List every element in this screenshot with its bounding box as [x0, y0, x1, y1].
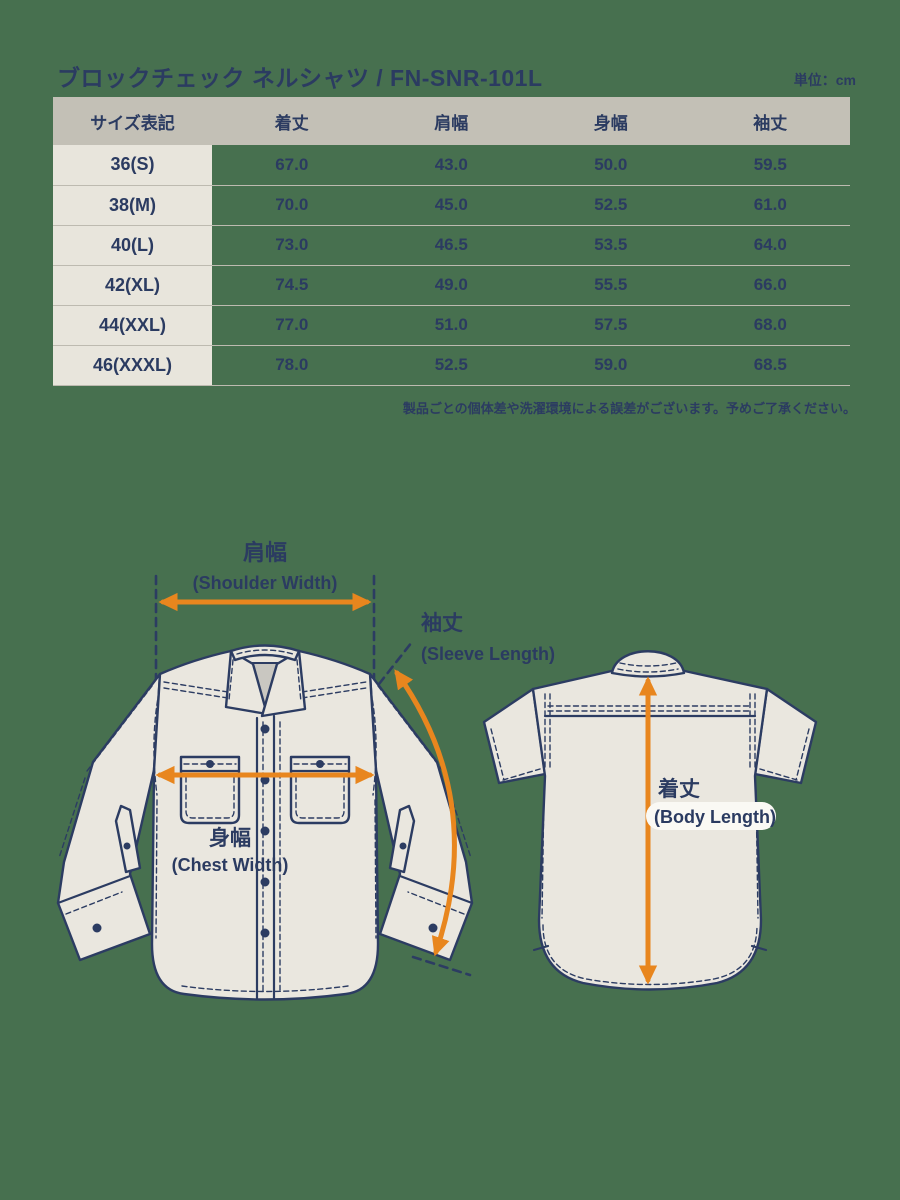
- size-label-cell: 44(XXL): [53, 305, 212, 345]
- measurement-cell: 53.5: [594, 235, 628, 254]
- measurement-cell: 55.5: [594, 275, 628, 294]
- size-label-cell: 40(L): [53, 225, 212, 265]
- chest-pocket-left: [179, 755, 241, 825]
- measurement-cell: 74.5: [275, 275, 309, 294]
- page-title: ブロックチェック ネルシャツ / FN-SNR-101L: [57, 65, 543, 92]
- measurement-cell: 46.5: [434, 235, 468, 254]
- column-header: 着丈: [212, 97, 372, 145]
- front-collar: [224, 644, 307, 718]
- column-header: 袖丈: [690, 97, 850, 145]
- unit-label: 単位：cm: [793, 72, 856, 88]
- size-label-cell: 42(XL): [53, 265, 212, 305]
- tolerance-note: 製品ごとの個体差や洗濯環境による誤差がございます。予めご了承ください。: [402, 401, 856, 416]
- measurement-cell: 51.0: [434, 315, 468, 334]
- measurement-cell: 78.0: [275, 355, 309, 374]
- column-header: 身幅: [531, 97, 691, 145]
- sleeve-length-arrow: [394, 669, 457, 957]
- size-row: 42(XL) 74.5 49.0 55.5 66.0: [53, 265, 850, 305]
- measurement-cell: 57.5: [594, 315, 628, 334]
- size-row: 46(XXXL) 78.0 52.5 59.0 68.5: [53, 345, 850, 385]
- size-row: 40(L) 73.0 46.5 53.5 64.0: [53, 225, 850, 265]
- size-row: 44(XXL) 77.0 51.0 57.5 68.0: [53, 305, 850, 345]
- measurement-cell: 49.0: [434, 275, 468, 294]
- measurement-cell: 66.0: [753, 275, 787, 294]
- column-header: 肩幅: [371, 97, 531, 145]
- measurement-cell: 45.0: [434, 195, 468, 214]
- measurement-cell: 43.0: [434, 154, 468, 174]
- measurement-diagram: 肩幅 (Shoulder Width) 袖丈 (Sleeve Length) 身…: [56, 540, 818, 1001]
- size-label-cell: 46(XXXL): [53, 345, 212, 385]
- measurement-cell: 61.0: [753, 195, 787, 214]
- shoulder-width-label-en: (Shoulder Width): [193, 573, 338, 593]
- measurement-cell: 64.0: [753, 235, 787, 254]
- back-collar: [610, 650, 686, 678]
- measurement-cell: 70.0: [275, 195, 309, 214]
- column-header: サイズ表記: [53, 97, 212, 145]
- measurement-cell: 73.0: [275, 235, 309, 254]
- size-label-cell: 38(M): [53, 185, 212, 225]
- measurement-cell: 68.5: [753, 355, 787, 374]
- measurement-cell: 59.0: [594, 355, 628, 374]
- size-table-header-row: サイズ表記 着丈 肩幅 身幅 袖丈: [53, 97, 850, 145]
- chest-pocket-right: [289, 755, 351, 825]
- measurement-cell: 50.0: [594, 154, 628, 174]
- sleeve-length-label-ja: 袖丈: [421, 611, 463, 635]
- front-shirt-illustration: [56, 644, 474, 1001]
- sleeve-length-label-en: (Sleeve Length): [421, 644, 555, 664]
- chest-width-label-ja: 身幅: [209, 826, 251, 850]
- body-length-label-pill: [646, 802, 776, 830]
- body-length-label-en: (Body Length): [654, 807, 776, 827]
- body-length-label-ja: 着丈: [657, 777, 700, 801]
- measurement-cell: 68.0: [753, 315, 787, 334]
- shoulder-width-label-ja: 肩幅: [243, 540, 287, 565]
- size-row: 38(M) 70.0 45.0 52.5 61.0: [53, 185, 850, 225]
- measurement-cell: 59.5: [753, 154, 787, 174]
- size-row: 36(S) 67.0 43.0 50.0 59.5: [53, 145, 850, 185]
- measurement-cell: 52.5: [594, 195, 628, 214]
- measurement-cell: 77.0: [275, 315, 309, 334]
- shoulder-width-guides: [154, 574, 472, 977]
- chest-width-label-en: (Chest Width): [172, 855, 289, 875]
- measurement-cell: 67.0: [275, 154, 309, 174]
- size-table: サイズ表記 着丈 肩幅 身幅 袖丈 36(S) 67.0 43.0 50.0 59.5 38(M)…: [53, 97, 850, 386]
- size-label-cell: 36(S): [53, 145, 212, 185]
- measurement-cell: 52.5: [434, 355, 468, 374]
